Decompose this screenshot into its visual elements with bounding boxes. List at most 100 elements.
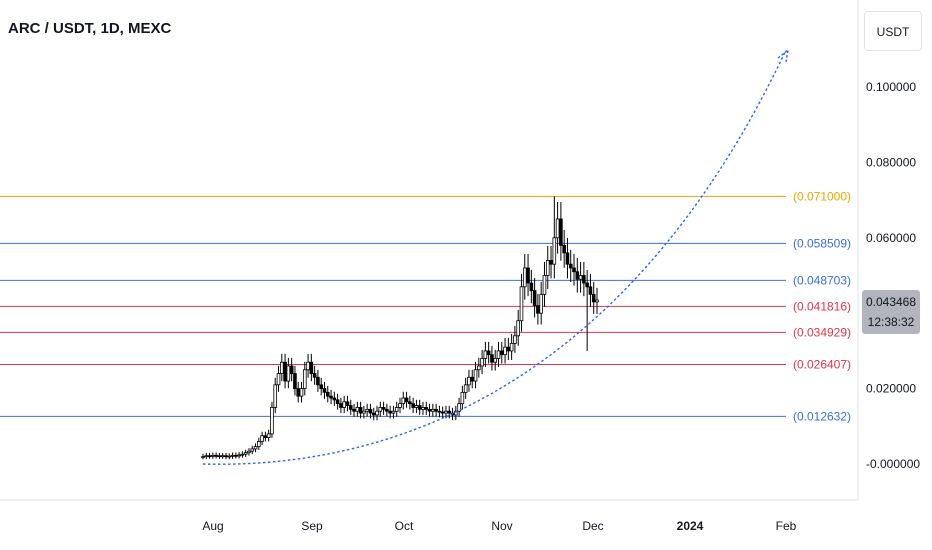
candle-body-61 (401, 397, 406, 405)
x-tick-2: Oct (395, 519, 414, 533)
candle-body-30 (299, 388, 304, 397)
currency-button[interactable]: USDT (864, 11, 922, 51)
candle-body-74 (444, 410, 448, 414)
y-tick-5: -0.000000 (866, 457, 920, 471)
candle-body-31 (302, 369, 307, 390)
candle-body-91 (499, 350, 504, 356)
candle-body-19 (263, 435, 268, 439)
candle-body-110 (562, 244, 566, 254)
candle-body-7 (224, 455, 228, 458)
candle-body-90 (496, 350, 501, 359)
candle-body-108 (555, 218, 560, 239)
candle-body-72 (437, 410, 442, 413)
candle-body-9 (230, 454, 235, 457)
candle-body-3 (211, 454, 215, 457)
candle-body-60 (398, 403, 402, 408)
candle-body-99 (526, 267, 530, 284)
candle-body-89 (493, 358, 498, 363)
projection-curve (202, 49, 787, 465)
candle-body-106 (549, 260, 553, 265)
y-tick-0: 0.100000 (866, 80, 916, 94)
candle-body-14 (247, 450, 251, 454)
candle-body-10 (234, 454, 238, 457)
candle-body-82 (470, 376, 475, 382)
candlestick-series (201, 196, 599, 460)
candle-body-56 (385, 408, 389, 412)
candle-body-44 (345, 401, 350, 406)
candle-body-78 (457, 403, 461, 412)
candle-body-17 (257, 440, 261, 448)
candle-body-39 (329, 395, 333, 399)
candle-body-114 (575, 271, 580, 280)
candle-body-96 (516, 320, 520, 337)
candle-body-54 (378, 407, 383, 412)
candle-body-51 (368, 408, 373, 414)
candle-body-115 (578, 275, 583, 280)
candle-body-24 (279, 361, 284, 374)
candle-body-67 (421, 407, 425, 410)
candle-body-109 (559, 218, 563, 246)
candle-body-28 (293, 373, 297, 389)
candle-body-64 (411, 403, 415, 408)
level-label-4: (0.034929) (793, 325, 851, 339)
candle-body-73 (440, 411, 445, 414)
candle-body-71 (434, 408, 438, 412)
level-label-6: (0.012632) (793, 409, 851, 423)
candle-body-85 (480, 358, 484, 367)
candle-body-118 (588, 286, 593, 295)
horizontal-levels: (0.071000) (0.058509) (0.048703) (0.041816)… (0, 189, 851, 423)
candle-body-43 (342, 401, 346, 408)
candle-body-93 (506, 346, 511, 352)
candle-body-65 (414, 405, 419, 408)
candle-body-11 (237, 454, 241, 457)
candle-body-6 (220, 455, 225, 458)
candle-body-50 (365, 408, 369, 412)
candle-body-113 (572, 267, 576, 273)
candle-body-112 (568, 263, 573, 269)
candle-body-70 (431, 408, 435, 412)
candle-body-27 (289, 365, 294, 374)
candle-body-120 (595, 299, 599, 303)
candle-body-48 (358, 407, 363, 414)
candle-body-46 (352, 408, 356, 412)
y-tick-2: 0.060000 (866, 231, 916, 245)
candle-body-100 (529, 282, 534, 291)
y-tick-4: 0.020000 (866, 382, 916, 396)
candle-body-111 (565, 252, 570, 265)
candle-body-98 (522, 267, 527, 288)
axes (0, 0, 859, 501)
candle-body-119 (591, 293, 596, 303)
candle-body-88 (490, 354, 494, 363)
candle-body-86 (483, 350, 488, 359)
candle-body-8 (227, 455, 232, 458)
candle-body-36 (319, 384, 323, 389)
candle-body-5 (217, 455, 222, 458)
candle-body-55 (381, 407, 386, 410)
candle-body-25 (283, 361, 287, 382)
x-tick-3: Nov (491, 519, 512, 533)
candle-body-38 (325, 391, 330, 397)
candle-body-79 (460, 391, 465, 405)
x-tick-4: Dec (582, 519, 603, 533)
candle-body-20 (266, 433, 271, 439)
candle-body-104 (542, 275, 547, 295)
current-price-value: 0.043468 (866, 295, 916, 309)
candle-body-2 (207, 455, 212, 458)
candle-body-34 (312, 373, 317, 378)
candle-body-94 (509, 342, 514, 352)
candle-body-102 (536, 305, 540, 314)
candle-body-62 (404, 397, 409, 403)
x-tick-1: Sep (301, 519, 323, 533)
candle-body-53 (375, 410, 379, 416)
candle-body-22 (273, 384, 278, 408)
x-tick-0: Aug (202, 519, 223, 533)
candle-body-107 (552, 237, 557, 265)
candle-body-15 (250, 448, 255, 452)
price-countdown: 12:38:32 (868, 315, 915, 329)
candle-body-42 (339, 403, 343, 408)
candle-body-23 (276, 373, 281, 386)
candle-body-21 (270, 407, 274, 435)
candle-body-18 (260, 435, 264, 442)
candle-body-103 (539, 293, 543, 314)
